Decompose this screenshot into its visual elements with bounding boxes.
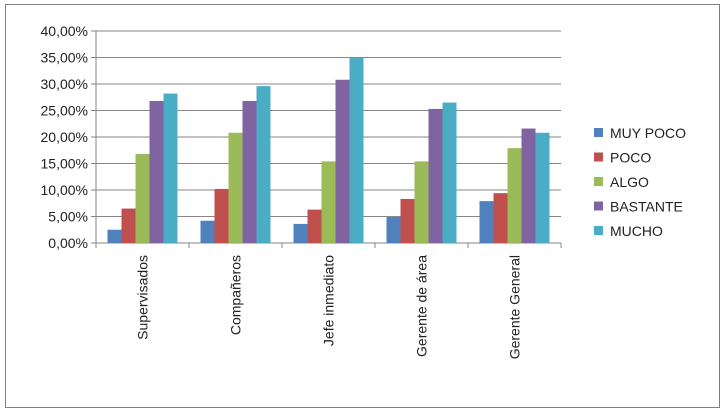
legend: MUY POCO POCO ALGO BASTANTE MUCHO xyxy=(594,125,686,239)
bar xyxy=(521,128,536,243)
y-tick-label: 25,00% xyxy=(41,103,88,119)
y-tick-label: 15,00% xyxy=(41,156,88,172)
bar xyxy=(293,223,308,243)
legend-label: MUCHO xyxy=(610,223,663,239)
bar xyxy=(507,148,522,243)
bar xyxy=(107,229,122,243)
bar xyxy=(256,86,271,244)
bar xyxy=(321,161,336,243)
bar xyxy=(200,220,215,243)
bar xyxy=(493,193,508,243)
y-tick-labels: 0,00% 5,00% 10,00% 15,00% 20,00% 25,00% 30,00%… xyxy=(41,23,88,251)
bar xyxy=(386,217,401,243)
y-tick-label: 10,00% xyxy=(41,182,88,198)
x-tick-label: Jefe inmediato xyxy=(321,255,337,346)
legend-swatch xyxy=(594,201,603,211)
x-tick-label: Gerente de área xyxy=(414,255,430,357)
bar xyxy=(349,58,364,243)
bar xyxy=(428,108,443,243)
bar xyxy=(307,209,322,243)
y-tick-label: 40,00% xyxy=(41,23,88,39)
bar xyxy=(121,208,136,243)
x-tick-label: Compañeros xyxy=(228,255,244,335)
legend-label: ALGO xyxy=(610,174,649,190)
bar xyxy=(414,161,429,243)
x-tick-labels: Supervisados Compañeros Jefe inmediato Gere… xyxy=(135,255,523,360)
bar xyxy=(335,79,350,243)
bar xyxy=(214,188,229,243)
legend-label: MUY POCO xyxy=(610,125,686,141)
legend-swatch xyxy=(594,226,603,235)
y-tick-label: 35,00% xyxy=(41,50,88,66)
x-tick-label: Gerente General xyxy=(507,255,523,359)
legend-label: BASTANTE xyxy=(610,199,683,215)
bar xyxy=(479,201,494,243)
legend-label: POCO xyxy=(610,150,651,166)
bar xyxy=(400,199,415,243)
y-tick-label: 0,00% xyxy=(48,235,88,251)
legend-swatch xyxy=(594,177,603,186)
bar xyxy=(163,93,178,243)
y-tick-label: 20,00% xyxy=(41,129,88,145)
bar xyxy=(535,132,550,243)
legend-swatch xyxy=(594,128,603,137)
y-tick-label: 5,00% xyxy=(48,209,88,225)
bar xyxy=(228,132,243,243)
bar xyxy=(442,102,457,243)
bar xyxy=(135,153,150,243)
bar xyxy=(242,100,257,244)
x-tick-label: Supervisados xyxy=(135,255,151,340)
bars xyxy=(107,58,550,244)
legend-swatch xyxy=(594,152,603,162)
y-tick-label: 30,00% xyxy=(41,76,88,92)
bar xyxy=(149,100,164,244)
